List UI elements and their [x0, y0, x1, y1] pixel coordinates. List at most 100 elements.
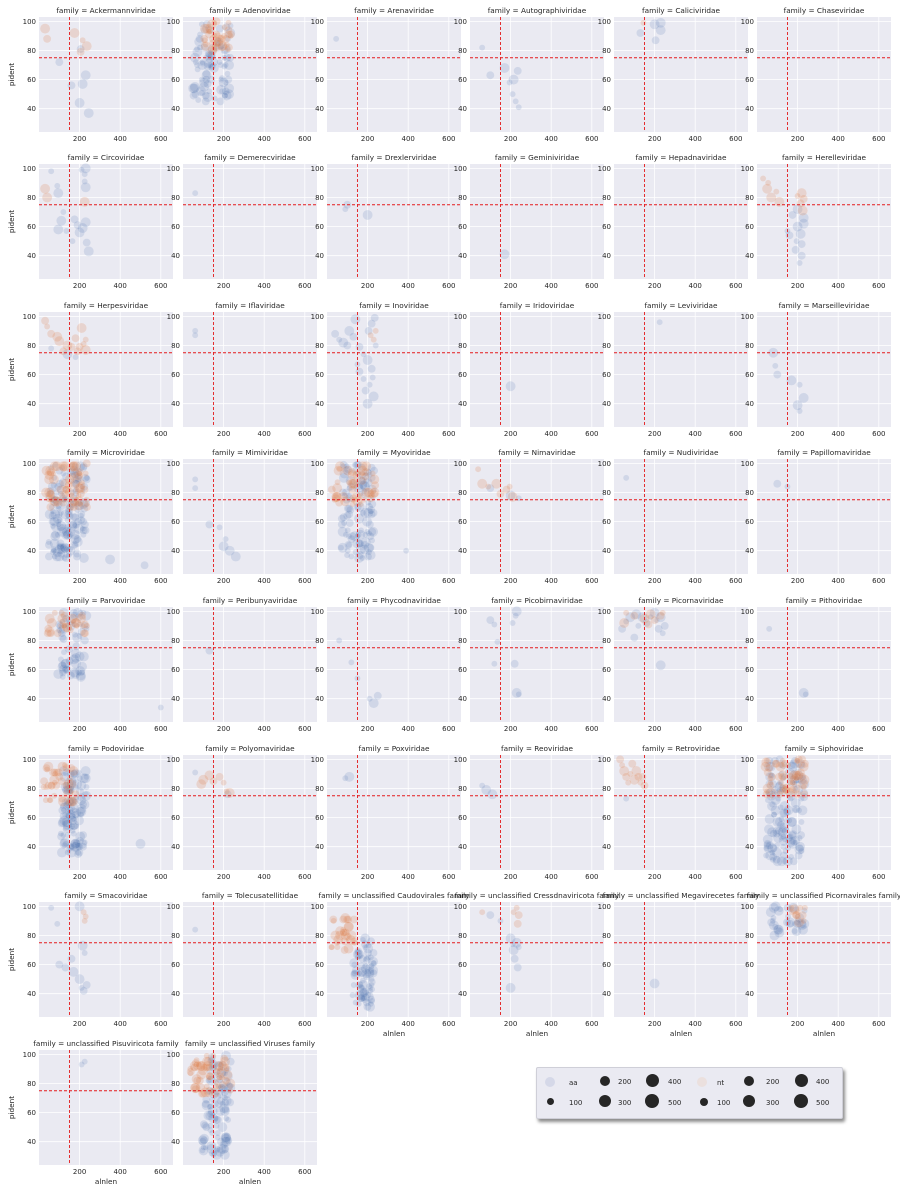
- point-aa: [198, 76, 206, 83]
- facet-background: [757, 459, 891, 574]
- point-nt: [82, 470, 89, 477]
- point-aa: [785, 790, 797, 801]
- point-nt: [211, 19, 218, 26]
- point-aa: [763, 761, 775, 772]
- point-nt: [766, 192, 777, 203]
- facet-title: family = Iridoviridae: [500, 301, 575, 310]
- x-tick-label: 200: [791, 1020, 804, 1028]
- point-nt: [368, 492, 375, 499]
- point-aa: [59, 802, 71, 813]
- x-tick-label: 200: [648, 873, 661, 881]
- point-aa: [369, 374, 376, 381]
- facet-background: [470, 312, 604, 427]
- point-aa: [499, 249, 510, 260]
- point-aa: [198, 89, 206, 96]
- facet-background: [327, 902, 461, 1017]
- y-tick-label: 60: [315, 371, 324, 379]
- point-aa: [58, 765, 69, 777]
- facet-background: [39, 459, 173, 574]
- x-tick-label: 400: [832, 577, 845, 585]
- facet-background: [470, 755, 604, 870]
- point-aa: [362, 477, 373, 488]
- point-nt: [510, 909, 517, 916]
- point-aa: [68, 819, 80, 831]
- point-aa: [75, 806, 86, 817]
- point-nt: [76, 322, 87, 334]
- x-tick-label: 200: [73, 873, 86, 881]
- point-aa: [792, 775, 801, 784]
- point-aa: [50, 523, 60, 532]
- y-tick-label: 60: [745, 961, 754, 969]
- point-aa: [202, 75, 211, 84]
- x-tick-label: 400: [689, 1020, 702, 1028]
- point-aa: [788, 210, 797, 220]
- y-tick-label: 60: [171, 1109, 180, 1117]
- point-aa: [221, 87, 230, 96]
- point-nt: [799, 194, 808, 204]
- point-aa: [511, 687, 522, 699]
- point-aa: [57, 830, 65, 837]
- point-nt: [650, 615, 659, 625]
- point-aa: [199, 1120, 209, 1129]
- point-aa: [50, 547, 57, 554]
- point-aa: [66, 785, 76, 795]
- point-nt: [347, 478, 358, 489]
- x-tick-label: 200: [361, 1020, 374, 1028]
- y-tick-label: 100: [311, 18, 324, 26]
- point-aa: [68, 489, 76, 496]
- point-aa: [361, 487, 368, 495]
- facet-title: family = Papillomaviridae: [777, 448, 871, 457]
- point-aa: [64, 810, 73, 819]
- facet-title: family = Smacoviridae: [65, 891, 148, 900]
- point-aa: [505, 381, 516, 392]
- point-aa: [220, 1136, 231, 1147]
- point-aa: [790, 756, 800, 765]
- x-tick-label: 200: [791, 282, 804, 290]
- point-nt: [59, 347, 68, 356]
- y-tick-label: 80: [27, 1080, 36, 1088]
- point-aa: [791, 925, 802, 937]
- point-nt: [75, 467, 84, 477]
- y-tick-label: 40: [602, 695, 611, 703]
- point-nt: [71, 334, 80, 343]
- point-aa: [772, 816, 783, 828]
- point-aa: [70, 533, 81, 545]
- facet-title: family = Demerecviridae: [204, 153, 296, 162]
- point-aa: [770, 811, 778, 818]
- point-aa: [774, 781, 785, 793]
- point-nt: [39, 183, 51, 194]
- point-aa: [51, 553, 58, 560]
- point-aa: [768, 902, 780, 913]
- point-aa: [364, 966, 375, 978]
- point-aa: [191, 90, 200, 99]
- point-nt: [349, 915, 359, 924]
- point-aa: [78, 984, 85, 992]
- point-nt: [65, 796, 76, 807]
- point-aa: [623, 474, 630, 482]
- point-aa: [73, 534, 82, 544]
- point-nt: [58, 492, 66, 499]
- x-tick-label: 600: [585, 873, 598, 881]
- x-tick-label: 600: [298, 430, 311, 438]
- point-aa: [58, 523, 69, 535]
- point-nt: [794, 755, 803, 764]
- point-nt: [794, 192, 801, 200]
- point-aa: [363, 948, 373, 958]
- point-nt: [51, 770, 59, 778]
- point-aa: [635, 622, 642, 630]
- point-nt: [68, 472, 77, 481]
- point-aa: [80, 621, 90, 631]
- y-tick-label: 40: [745, 990, 754, 998]
- point-aa: [79, 483, 86, 490]
- point-aa: [778, 786, 786, 794]
- x-tick-label: 400: [402, 135, 415, 143]
- point-aa: [230, 551, 241, 562]
- point-aa: [486, 615, 495, 625]
- point-nt: [52, 768, 62, 777]
- y-tick-label: 40: [602, 990, 611, 998]
- point-nt: [340, 937, 349, 946]
- point-nt: [78, 479, 85, 486]
